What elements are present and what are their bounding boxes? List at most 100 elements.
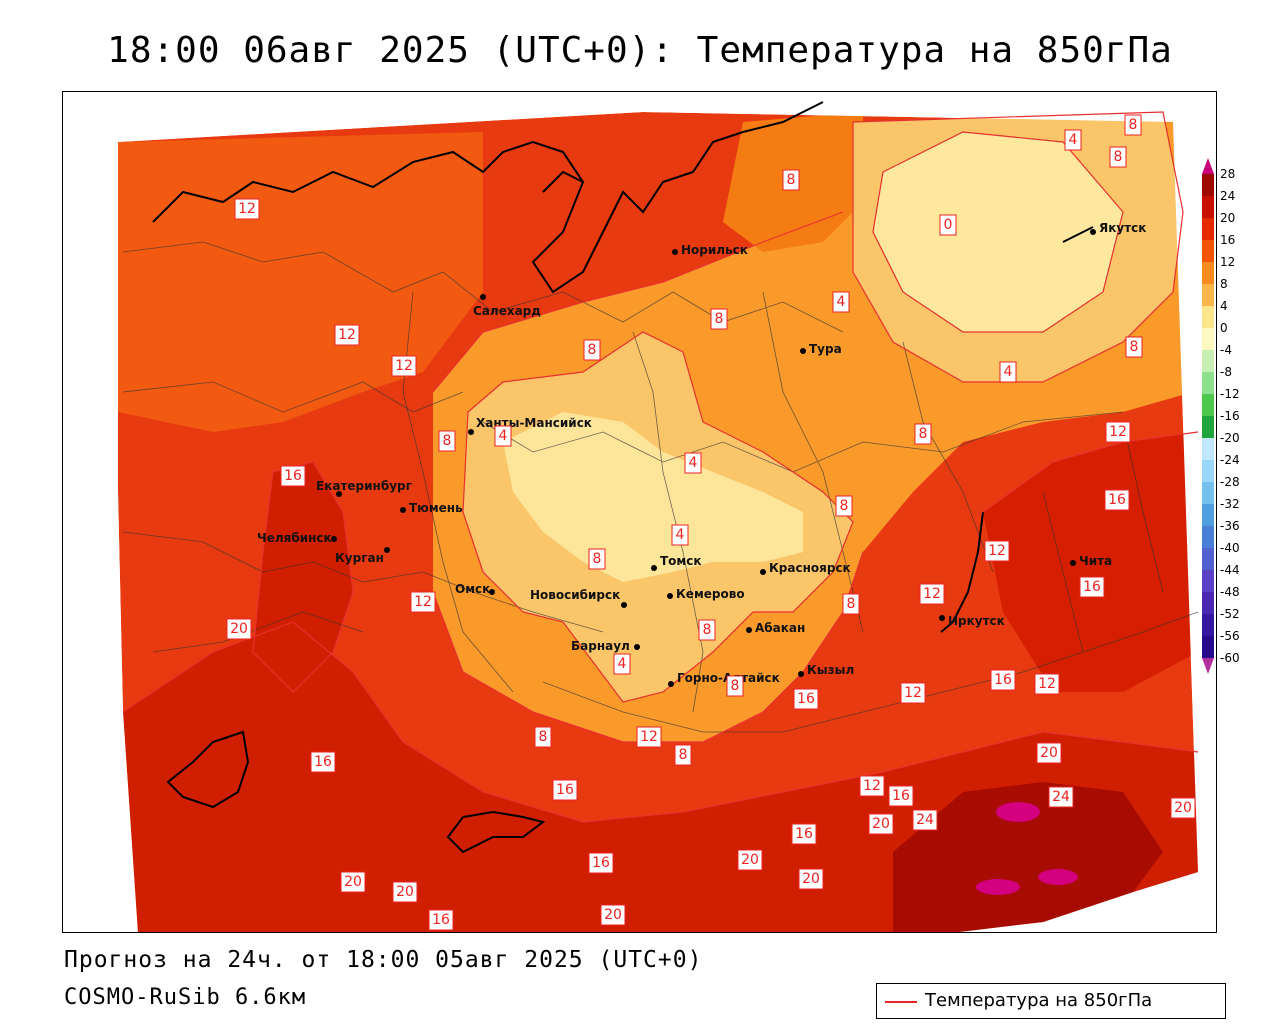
svg-text:4: 4: [676, 527, 685, 543]
city-tyumen: Тюмень: [400, 501, 463, 515]
colorbar-bottom-arrow: [1202, 658, 1214, 674]
colorbar-tick-label: -52: [1220, 607, 1240, 621]
legend-box: Температура на 850гПа: [876, 983, 1226, 1019]
colorbar-tick-label: 8: [1220, 277, 1228, 291]
svg-text:12: 12: [338, 327, 356, 343]
svg-text:Кемерово: Кемерово: [676, 587, 745, 601]
colorbar-segment: [1202, 460, 1214, 482]
colorbar-top-arrow: [1202, 158, 1214, 174]
temperature-colorbar: 28 24 20 16 12 8 4 0 -4 -8 -12 -16 -20 -24 -28 -32 -36 -4…: [1202, 158, 1240, 674]
colorbar-tick-label: -40: [1220, 541, 1240, 555]
svg-text:4: 4: [1004, 364, 1013, 380]
colorbar-tick-label: 0: [1220, 321, 1228, 335]
svg-text:8: 8: [539, 729, 548, 745]
colorbar-segment: [1202, 240, 1214, 262]
forecast-info: Прогноз на 24ч. от 18:00 05авг 2025 (UTC…: [64, 947, 703, 973]
colorbar-segment: [1202, 614, 1214, 636]
city-chelyabinsk: Челябинск: [257, 531, 337, 545]
svg-text:Ханты-Мансийск: Ханты-Мансийск: [476, 416, 592, 430]
svg-text:20: 20: [872, 816, 890, 832]
colorbar-tick-label: -56: [1220, 629, 1240, 643]
svg-text:4: 4: [689, 455, 698, 471]
isotherm-lines: [122, 111, 1199, 823]
svg-text:Красноярск: Красноярск: [769, 561, 851, 575]
svg-text:16: 16: [795, 826, 813, 842]
city-tura: Тура: [800, 342, 842, 356]
svg-text:12: 12: [863, 778, 881, 794]
map-title: 18:00 06авг 2025 (UTC+0): Температура на…: [107, 30, 1173, 71]
colorbar-tick-label: 12: [1220, 255, 1235, 269]
svg-text:Новосибирск: Новосибирск: [530, 588, 620, 602]
city-norilsk: Норильск: [672, 243, 748, 257]
city-yekaterinburg: Екатеринбург: [316, 479, 412, 497]
colorbar-segment: [1202, 504, 1214, 526]
svg-text:16: 16: [1108, 492, 1126, 508]
zone-16-east: [983, 432, 1198, 692]
city-kemerovo: Кемерово: [667, 587, 745, 601]
svg-text:16: 16: [432, 912, 450, 928]
svg-text:4: 4: [618, 656, 627, 672]
svg-text:Барнаул: Барнаул: [571, 639, 630, 653]
svg-text:8: 8: [443, 433, 452, 449]
colorbar-tick-label: -28: [1220, 475, 1240, 489]
svg-text:20: 20: [396, 884, 414, 900]
colorbar-segment: [1202, 328, 1214, 350]
model-info: COSMO-RuSib 6.6км: [64, 985, 307, 1010]
svg-text:8: 8: [1130, 339, 1139, 355]
svg-text:20: 20: [1174, 800, 1192, 816]
svg-text:Томск: Томск: [660, 554, 702, 568]
svg-text:24: 24: [1052, 789, 1070, 805]
colorbar-segment: [1202, 372, 1214, 394]
colorbar-segment: [1202, 262, 1214, 284]
svg-text:24: 24: [916, 812, 934, 828]
zone-16-ural: [253, 462, 353, 692]
colorbar-tick-label: -16: [1220, 409, 1240, 423]
colorbar-tick-label: -44: [1220, 563, 1240, 577]
svg-text:8: 8: [919, 426, 928, 442]
city-tomsk: Томск: [651, 554, 702, 571]
colorbar-tick-label: -32: [1220, 497, 1240, 511]
colorbar-tick-label: -48: [1220, 585, 1240, 599]
colorbar-tick-label: -36: [1220, 519, 1240, 533]
colorbar-tick-label: 4: [1220, 299, 1228, 313]
svg-text:16: 16: [556, 782, 574, 798]
svg-text:20: 20: [230, 621, 248, 637]
svg-text:Тюмень: Тюмень: [409, 501, 463, 515]
svg-text:20: 20: [344, 874, 362, 890]
svg-text:20: 20: [1040, 745, 1058, 761]
colorbar-tick-label: 16: [1220, 233, 1235, 247]
svg-text:0: 0: [944, 217, 953, 233]
zone-0-westsiberia-core: [503, 412, 803, 582]
svg-text:Челябинск: Челябинск: [257, 531, 332, 545]
svg-text:16: 16: [592, 855, 610, 871]
colorbar-segment: [1202, 218, 1214, 240]
colorbar-segment: [1202, 548, 1214, 570]
svg-text:12: 12: [1109, 424, 1127, 440]
city-krasnoyarsk: Красноярск: [760, 561, 851, 575]
city-gorno-altaysk: Горно-Алтайск: [668, 671, 780, 687]
colorbar-segment: [1202, 570, 1214, 592]
svg-text:20: 20: [604, 907, 622, 923]
svg-text:12: 12: [988, 543, 1006, 559]
colorbar-tick-label: 28: [1220, 167, 1235, 181]
map-frame: Норильск Салехард Тура Якутск Ханты-Манс…: [62, 91, 1217, 933]
svg-text:8: 8: [715, 311, 724, 327]
svg-text:8: 8: [679, 747, 688, 763]
hot-spot-28-c: [1038, 869, 1078, 885]
colorbar-segment: [1202, 394, 1214, 416]
svg-text:12: 12: [904, 685, 922, 701]
svg-text:16: 16: [1083, 579, 1101, 595]
colorbar-tick-label: -20: [1220, 431, 1240, 445]
temperature-map: Норильск Салехард Тура Якутск Ханты-Манс…: [63, 92, 1216, 932]
colorbar-segment: [1202, 416, 1214, 438]
city-kurgan: Курган: [335, 547, 390, 565]
svg-text:8: 8: [1129, 117, 1138, 133]
city-novosibirsk: Новосибирск: [530, 588, 627, 608]
colorbar-tick-label: -12: [1220, 387, 1240, 401]
city-irkutsk: Иркутск: [939, 614, 1005, 628]
isotherm-labels: 12 12 12 8 8 8 8 4 4 8 0 4 8 8 4 4 4 8 8…: [226, 114, 1196, 931]
svg-text:12: 12: [414, 594, 432, 610]
colorbar-segment: [1202, 284, 1214, 306]
svg-text:Тура: Тура: [809, 342, 842, 356]
svg-text:8: 8: [588, 342, 597, 358]
